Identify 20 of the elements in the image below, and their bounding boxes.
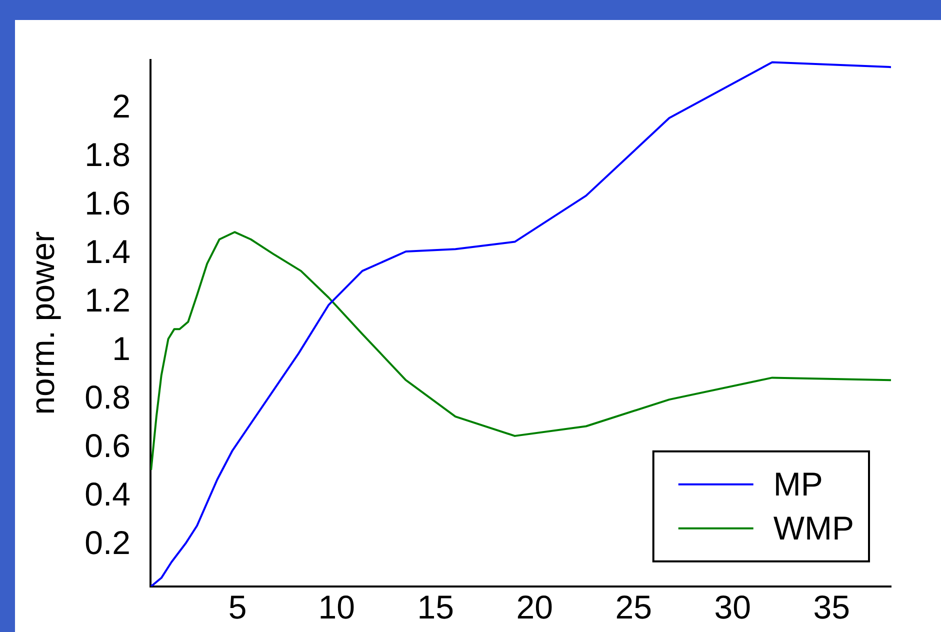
x-tick-label: 25: [615, 588, 652, 626]
y-tick-label: 0.8: [84, 378, 130, 416]
x-tick-label: 35: [813, 588, 850, 626]
legend-label: MP: [773, 465, 823, 502]
x-tick-label: 20: [516, 588, 553, 626]
y-tick-label: 0.2: [84, 524, 130, 562]
y-tick-label: 2: [112, 87, 130, 124]
x-tick-label: 30: [714, 588, 751, 626]
y-tick-label: 1: [112, 330, 130, 368]
x-tick-label: 15: [417, 588, 454, 626]
y-tick-label: 1.8: [84, 136, 130, 173]
y-tick-label: 0.6: [84, 427, 130, 464]
legend-label: WMP: [773, 509, 854, 546]
y-tick-label: 1.6: [84, 184, 130, 222]
y-tick-label: 1.2: [84, 282, 130, 319]
x-tick-label: 5: [228, 588, 247, 626]
y-tick-label: 0.4: [84, 476, 130, 513]
y-axis-title: norm. power: [24, 231, 61, 415]
y-tick-label: 1.4: [84, 233, 130, 270]
x-tick-label: 10: [318, 588, 355, 626]
